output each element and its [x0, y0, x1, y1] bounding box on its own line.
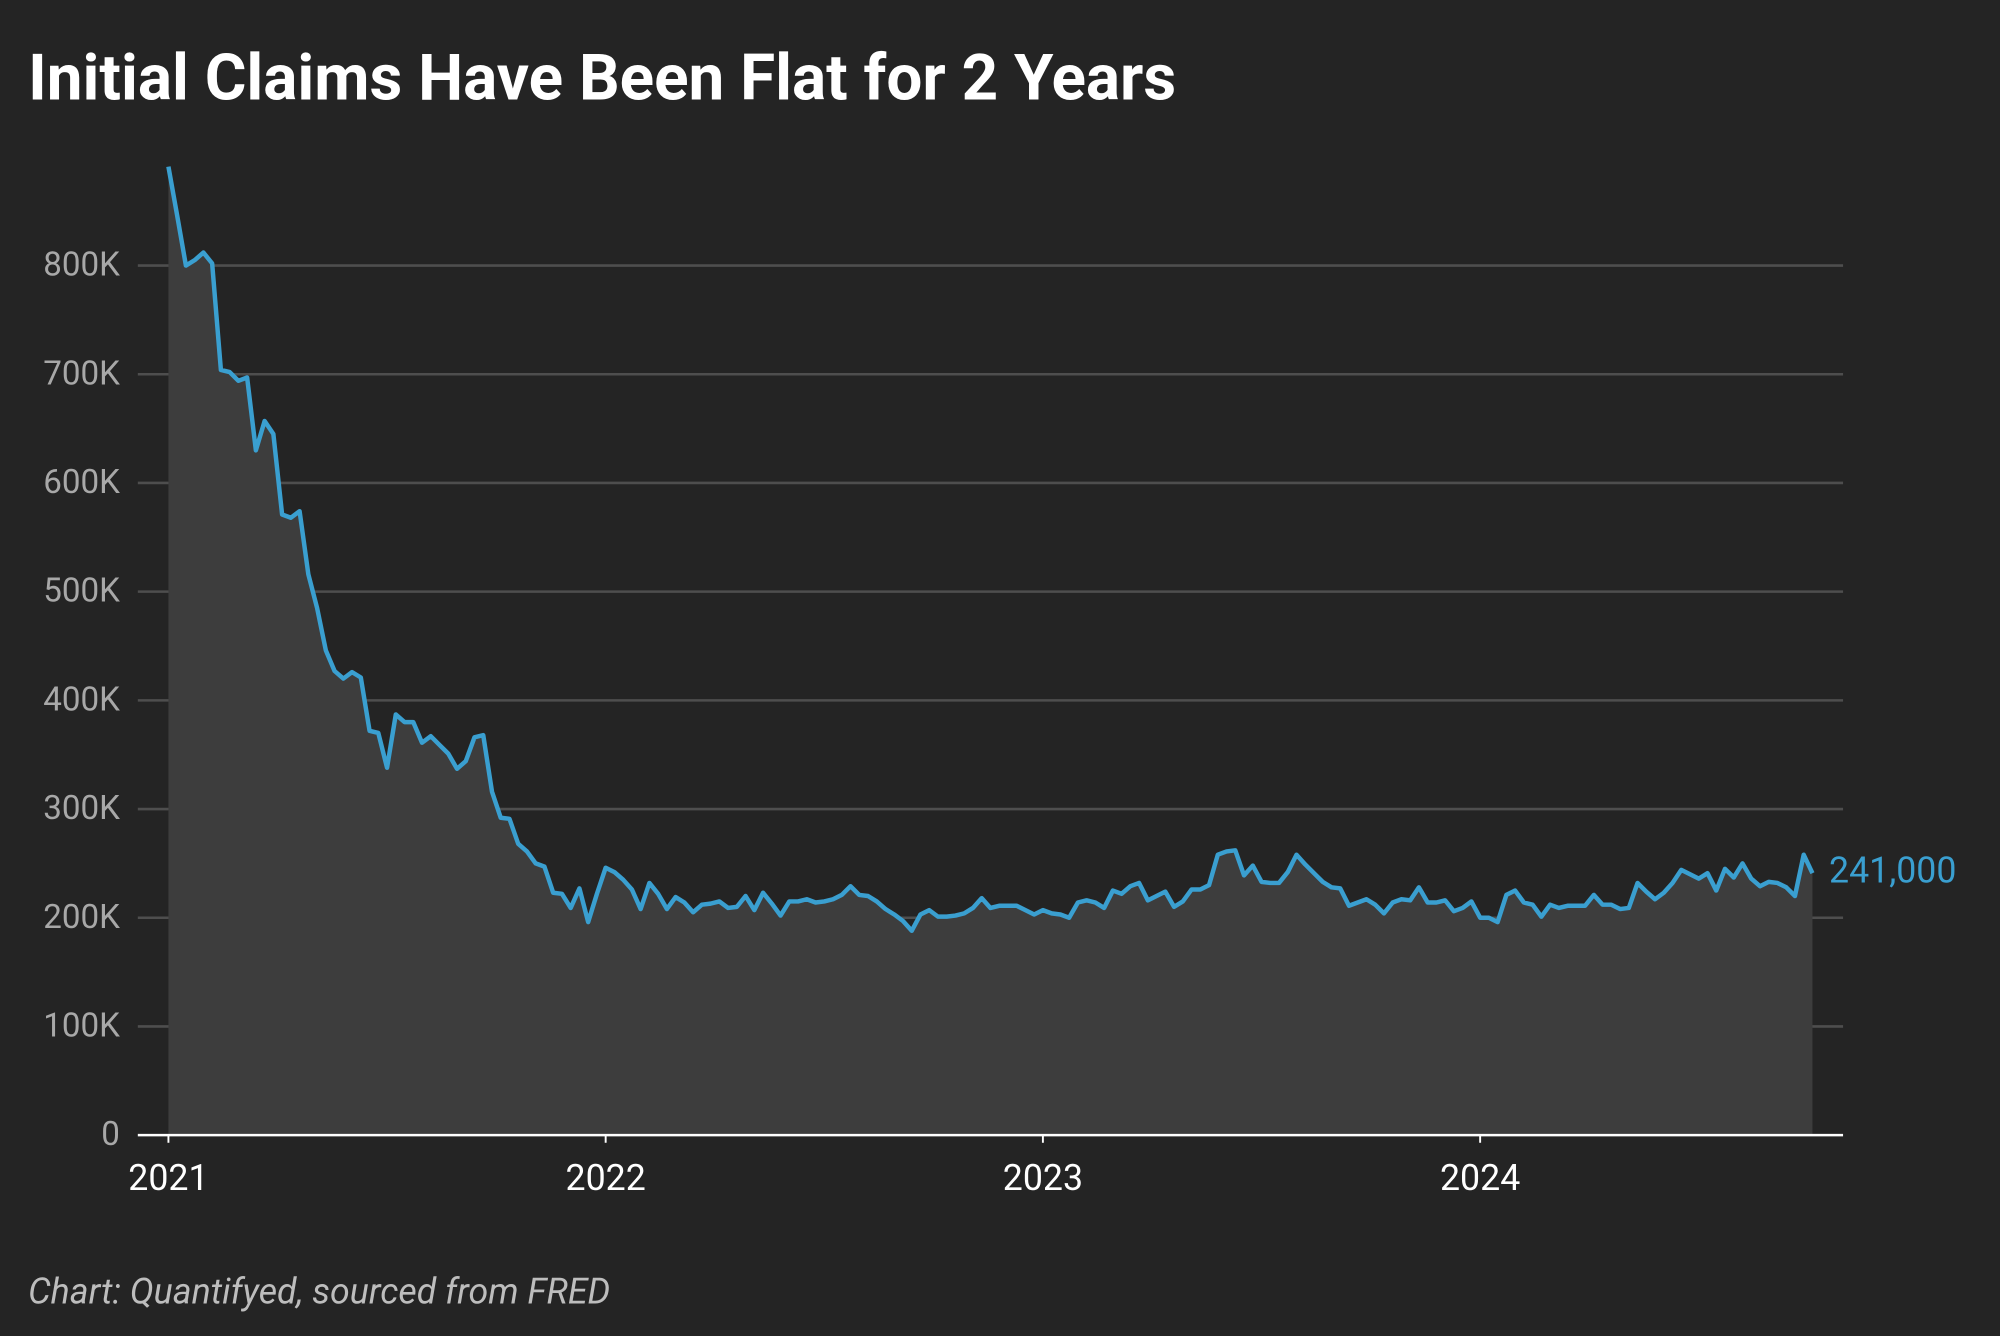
x-tick-label: 2024 [1440, 1157, 1520, 1199]
source-note: Chart: Quantifyed, sourced from FRED [28, 1270, 610, 1312]
y-tick-label: 0 [101, 1115, 120, 1154]
y-tick-label: 200K [43, 898, 120, 937]
line [166, 166, 1815, 934]
y-tick-label: 400K [43, 680, 120, 719]
y-tick-label: 700K [43, 354, 120, 393]
x-tick-label: 2023 [1003, 1157, 1083, 1199]
y-tick-label: 500K [43, 572, 120, 611]
x-tick-label: 2021 [128, 1157, 208, 1199]
x-tick-label: 2022 [566, 1157, 646, 1199]
end-value-label: 241,000 [1829, 850, 1956, 892]
y-tick-label: 100K [43, 1006, 120, 1045]
y-tick-label: 600K [43, 463, 120, 502]
y-tick-label: 800K [43, 246, 120, 285]
chart-title: Initial Claims Have Been Flat for 2 Year… [28, 40, 1176, 115]
y-tick-label: 300K [43, 789, 120, 828]
